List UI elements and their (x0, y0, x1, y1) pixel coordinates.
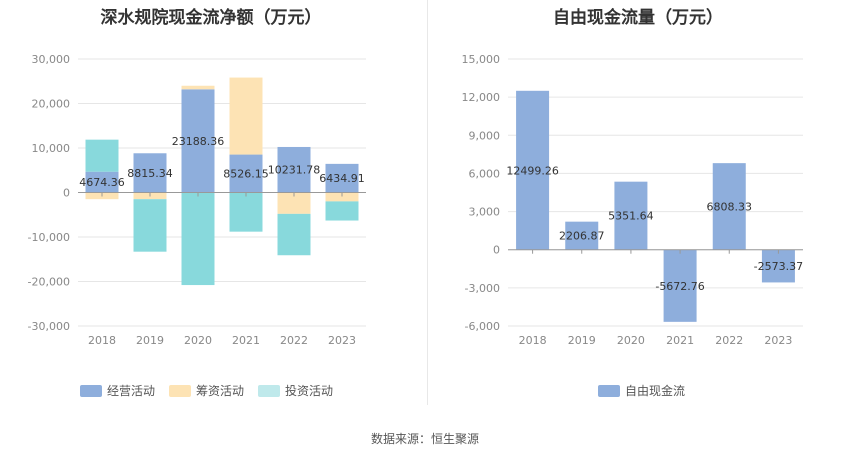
x-tick-label: 2020 (617, 334, 645, 347)
legend-swatch-operating (80, 384, 102, 397)
data-source-note: 数据来源：恒生聚源 (370, 432, 479, 446)
x-tick-label: 2020 (184, 334, 212, 347)
chart-divider (427, 0, 428, 405)
data-label: 8815.34 (127, 167, 173, 180)
left-chart-title: 深水规院现金流净额（万元） (100, 8, 322, 28)
bar-series-2-2019 (133, 199, 167, 252)
data-label: 6434.91 (319, 172, 365, 185)
bar-series-0-2022 (277, 146, 311, 193)
bar-series-0-2019 (565, 221, 599, 250)
legend-item-financing[interactable]: 筹资活动 (169, 382, 244, 399)
y-tick-label: 0 (63, 187, 70, 200)
bar-series-2-2022 (277, 213, 311, 256)
cash-flow-net-chart: 30,000 20,000 10,000 0 -10,000 -20,000 -30,000… (28, 53, 366, 347)
y-tick-label: 0 (493, 244, 500, 257)
data-label: 2206.87 (559, 230, 605, 243)
y-tick-label: 9,000 (469, 129, 501, 142)
legend-label-free-cash-flow: 自由现金流 (625, 384, 686, 398)
legend-swatch-financing (169, 384, 192, 397)
y-tick-label: -10,000 (28, 231, 70, 244)
x-tick-label: 2022 (280, 334, 308, 347)
x-tick-label: 2021 (666, 334, 694, 347)
x-tick-label: 2019 (136, 334, 164, 347)
y-tick-label: 15,000 (462, 53, 501, 66)
y-tick-label: -30,000 (28, 320, 70, 333)
right-chart-legend: 自由现金流 (598, 382, 685, 399)
x-tick-label: 2023 (764, 334, 792, 347)
bar-series-0-2022 (712, 163, 746, 250)
bar-series-0-2020 (614, 181, 648, 250)
bar-series-0-2023 (325, 163, 359, 193)
left-chart-legend: 经营活动 筹资活动 投资活动 (80, 382, 333, 399)
right-chart-title: 自由现金流量（万元） (553, 8, 723, 28)
x-tick-label: 2022 (715, 334, 743, 347)
bar-series-2-2018 (85, 139, 119, 172)
x-tick-label: 2018 (88, 334, 116, 347)
y-tick-label: -3,000 (465, 282, 500, 295)
y-tick-label: -20,000 (28, 276, 70, 289)
free-cash-flow-chart: 15,000 12,000 9,000 6,000 3,000 0 -3,000 -6,000… (462, 53, 804, 347)
bar-series-0-2023 (761, 249, 795, 283)
y-tick-label: 20,000 (32, 98, 71, 111)
bar-series-0-2021 (229, 154, 263, 193)
bar-series-0-2019 (133, 153, 167, 193)
y-tick-label: 12,000 (462, 91, 501, 104)
x-tick-label: 2021 (232, 334, 260, 347)
legend-swatch-investing (258, 384, 281, 397)
bar-series-0-2020 (181, 89, 215, 193)
y-tick-label: 3,000 (469, 206, 501, 219)
data-label: -5672.76 (655, 280, 704, 293)
legend-item-investing[interactable]: 投资活动 (258, 382, 333, 399)
data-label: 8526.15 (223, 168, 269, 181)
legend-item-operating[interactable]: 经营活动 (80, 382, 155, 399)
bar-series-1-2021 (229, 77, 263, 155)
legend-swatch-free-cash-flow (598, 384, 620, 397)
y-tick-label: 10,000 (32, 142, 71, 155)
y-tick-label: 30,000 (32, 53, 71, 66)
data-label: 4674.36 (79, 176, 125, 189)
data-label: 6808.33 (707, 200, 753, 213)
data-label: -2573.37 (754, 260, 803, 273)
y-tick-label: 6,000 (469, 167, 501, 180)
data-label: 12499.26 (506, 164, 559, 177)
data-label: 23188.36 (172, 135, 225, 148)
bar-series-0-2018 (516, 90, 550, 250)
bar-series-1-2020 (181, 85, 215, 90)
bar-series-2-2020 (181, 192, 215, 286)
legend-item-free-cash-flow[interactable]: 自由现金流 (598, 382, 685, 399)
x-tick-label: 2023 (328, 334, 356, 347)
y-tick-label: -6,000 (465, 320, 500, 333)
data-label: 10231.78 (268, 164, 321, 177)
bar-series-0-2021 (663, 249, 697, 322)
bar-series-0-2018 (85, 171, 119, 193)
legend-label-investing: 投资活动 (285, 384, 334, 398)
data-label: 5351.64 (608, 210, 654, 223)
bar-series-2-2021 (229, 192, 263, 232)
bar-series-2-2023 (325, 201, 359, 221)
bar-series-1-2023 (325, 192, 359, 202)
legend-label-operating: 经营活动 (107, 384, 156, 398)
x-tick-label: 2018 (519, 334, 547, 347)
x-tick-label: 2019 (568, 334, 596, 347)
legend-label-financing: 筹资活动 (196, 384, 245, 398)
bar-series-1-2022 (277, 192, 311, 214)
